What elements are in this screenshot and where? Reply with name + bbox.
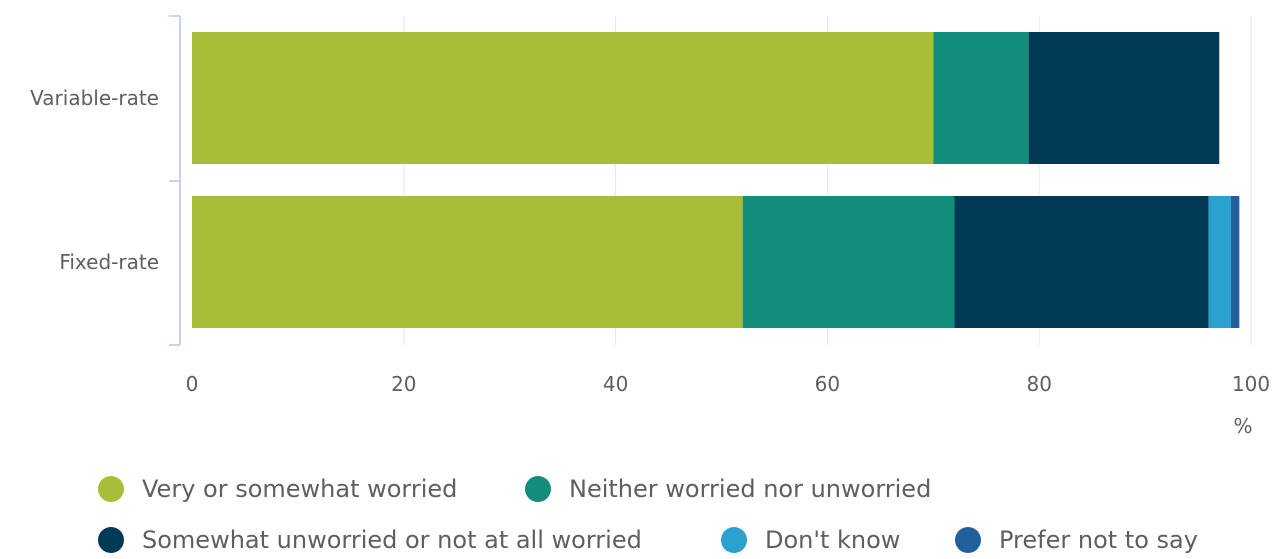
bar-segment	[1230, 196, 1240, 328]
legend-swatch-icon	[525, 476, 551, 502]
bar-segment	[1028, 32, 1220, 164]
bars	[192, 32, 1240, 328]
legend-label: Don't know	[765, 526, 900, 554]
bar-segment	[933, 32, 1029, 164]
x-axis-tick-label: 60	[815, 372, 840, 396]
legend-item: Somewhat unworried or not at all worried	[98, 526, 642, 554]
legend-label: Neither worried nor unworried	[569, 475, 931, 503]
x-axis-tick-label: 40	[603, 372, 628, 396]
legend-label: Prefer not to say	[999, 526, 1198, 554]
legend-swatch-icon	[955, 527, 981, 553]
y-axis-category-label: Fixed-rate	[59, 250, 159, 274]
legend-item: Neither worried nor unworried	[525, 475, 931, 503]
legend-item: Don't know	[721, 526, 900, 554]
bar-segment	[192, 32, 934, 164]
x-axis-tick-label: 0	[186, 372, 199, 396]
bar-segment	[1208, 196, 1231, 328]
legend-item: Very or somewhat worried	[98, 475, 457, 503]
legend-swatch-icon	[721, 527, 747, 553]
y-axis-category-label: Variable-rate	[30, 86, 159, 110]
legend-label: Very or somewhat worried	[142, 475, 457, 503]
x-axis-tick-label: 80	[1026, 372, 1051, 396]
x-axis-tick-label: 20	[391, 372, 416, 396]
bar-segment	[954, 196, 1209, 328]
x-axis-tick-label: 100	[1232, 372, 1270, 396]
legend-item: Prefer not to say	[955, 526, 1198, 554]
legend-label: Somewhat unworried or not at all worried	[142, 526, 642, 554]
y-axis: Variable-rate Fixed-rate	[30, 15, 181, 346]
legend: Very or somewhat worried Neither worried …	[98, 475, 1198, 554]
legend-swatch-icon	[98, 476, 124, 502]
x-axis-ticks: 0 20 40 60 80 100	[186, 372, 1270, 396]
x-axis-unit-label: %	[1233, 414, 1252, 438]
bar-segment	[742, 196, 955, 328]
bar-segment	[192, 196, 743, 328]
legend-swatch-icon	[98, 527, 124, 553]
